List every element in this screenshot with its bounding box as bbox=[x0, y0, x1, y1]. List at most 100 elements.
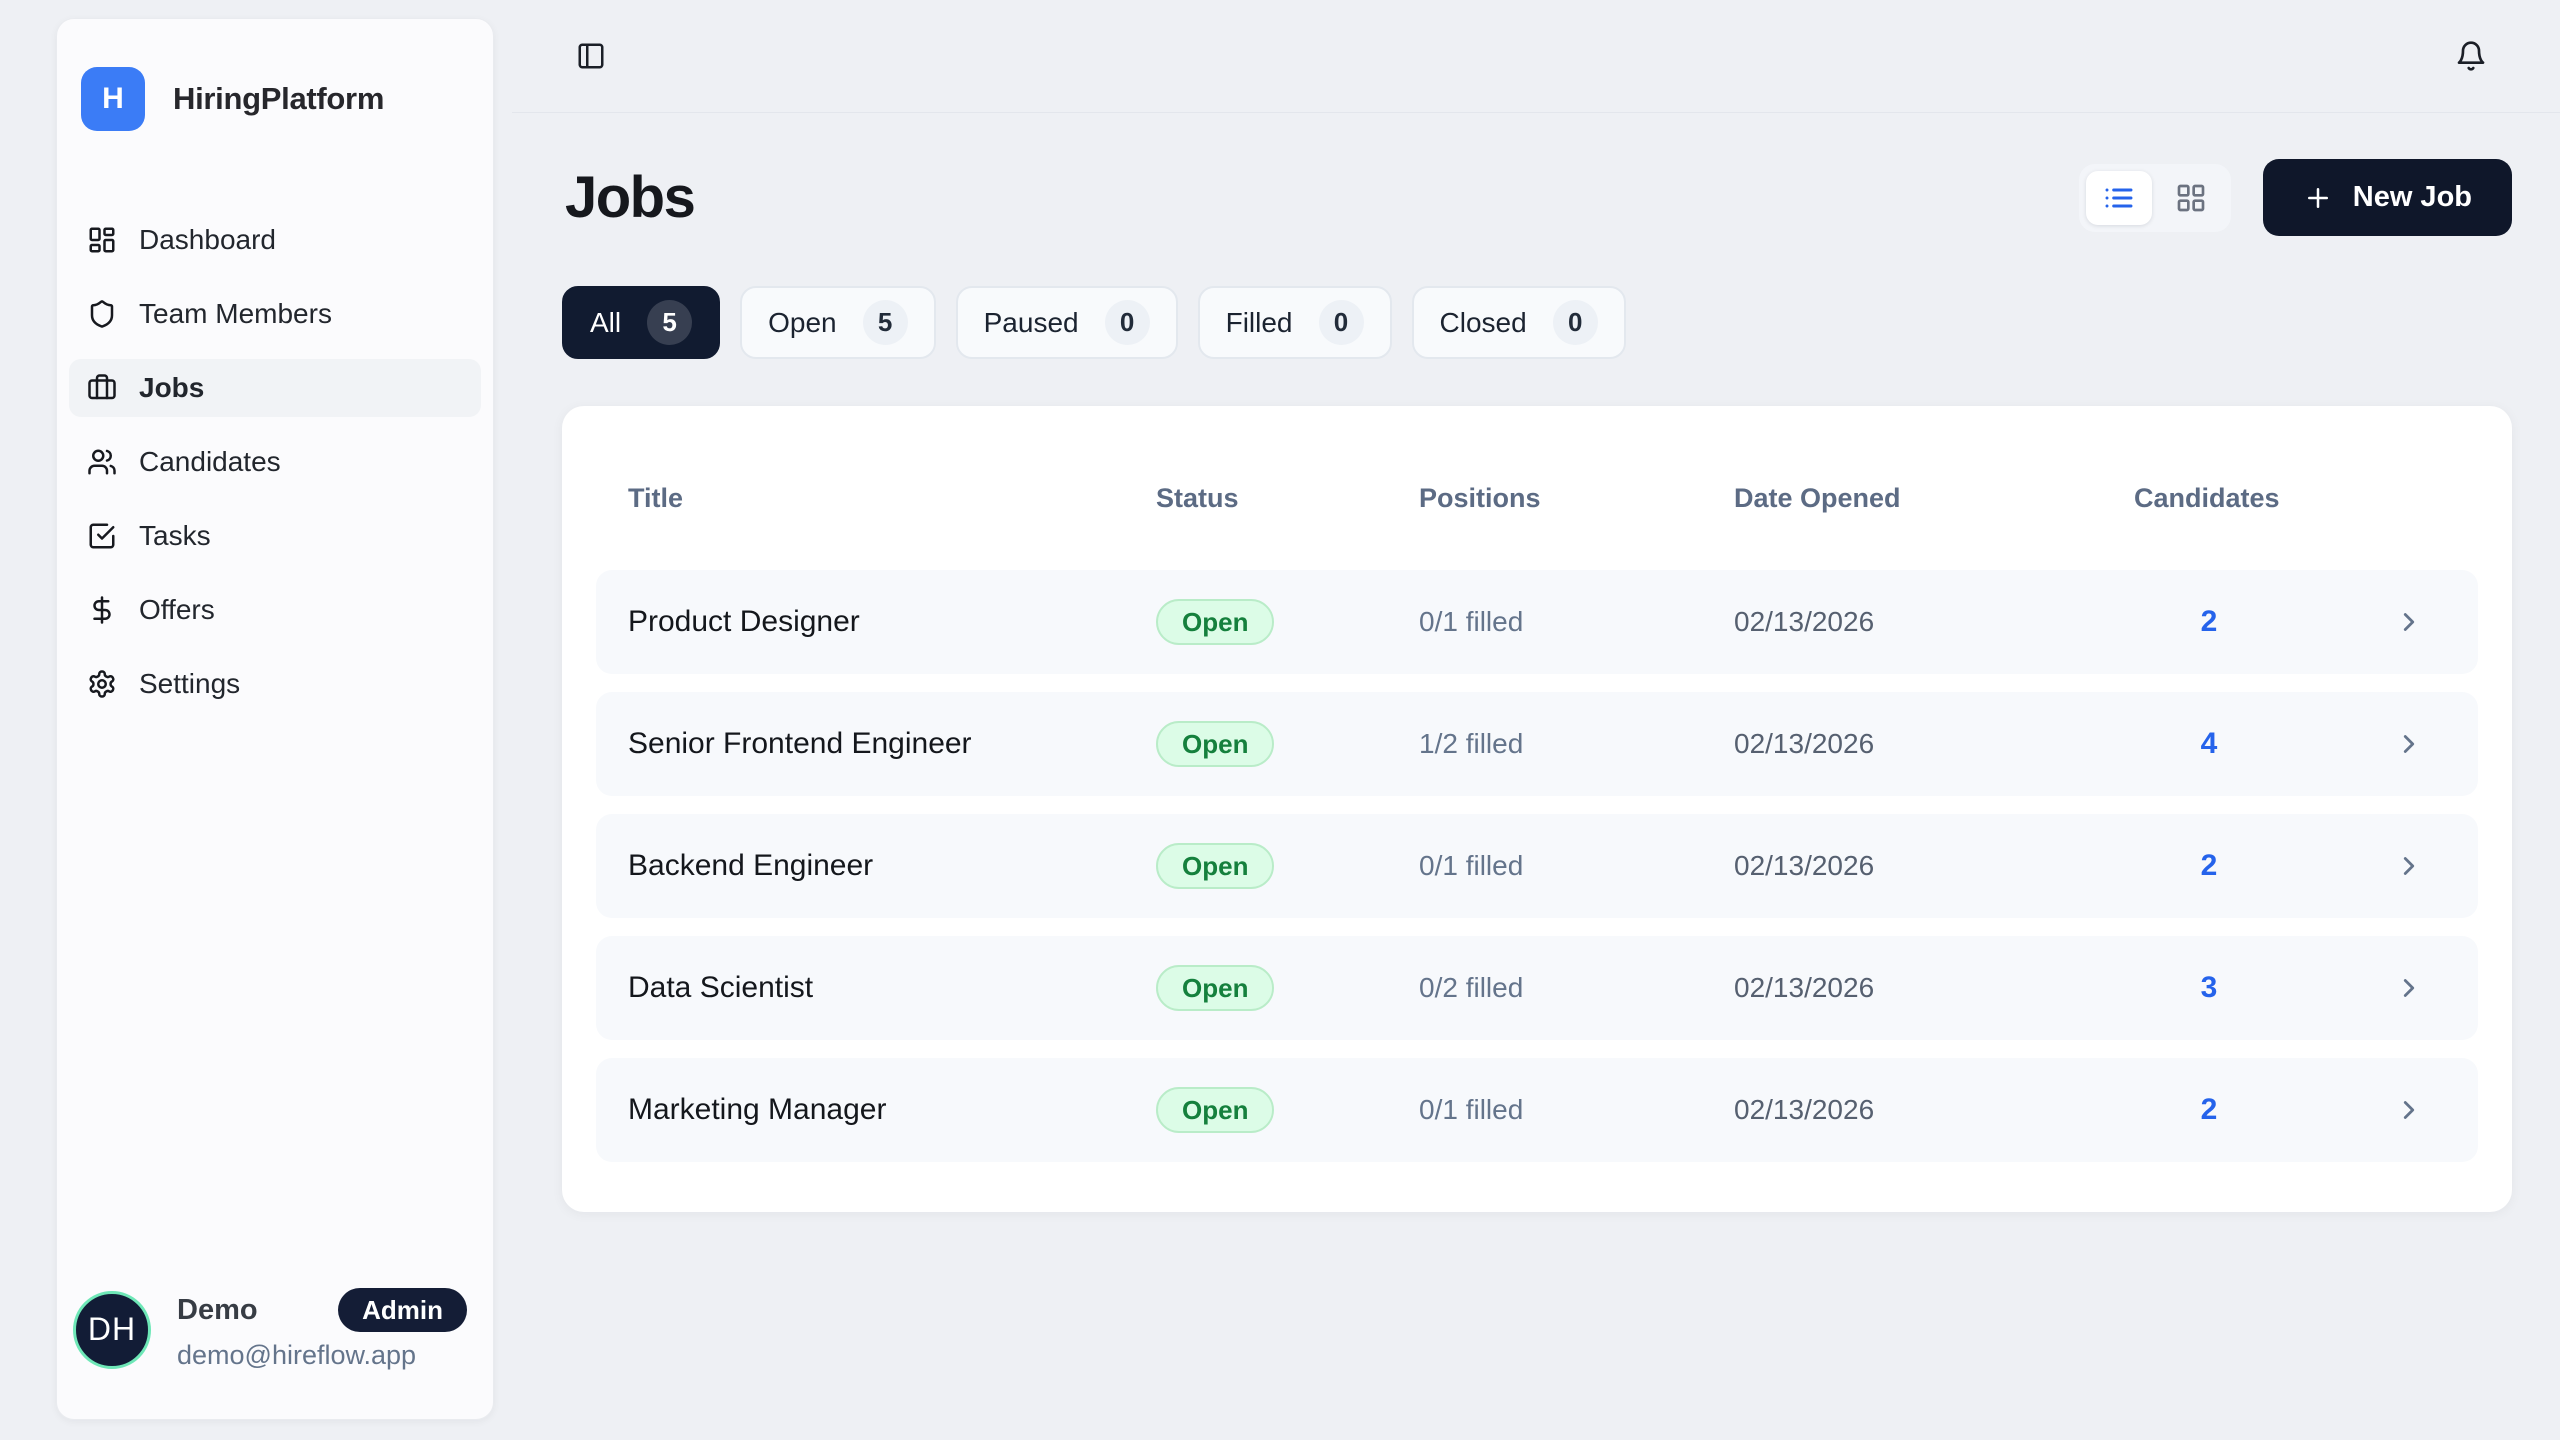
sidebar-item-label: Offers bbox=[139, 594, 215, 625]
brand-name: HiringPlatform bbox=[173, 81, 385, 116]
job-candidates-cell: 4 bbox=[2134, 727, 2394, 761]
filter-tab[interactable]: Filled 0 bbox=[1197, 286, 1392, 359]
job-status-cell: Open bbox=[1156, 1087, 1419, 1133]
status-badge: Open bbox=[1156, 599, 1275, 645]
plus-icon bbox=[2303, 183, 2333, 213]
page-header: Jobs bbox=[562, 159, 2512, 236]
job-row[interactable]: Data Scientist Open 0/2 filled 02/13/202… bbox=[596, 936, 2478, 1040]
job-row[interactable]: Senior Frontend Engineer Open 1/2 filled… bbox=[596, 692, 2478, 796]
sidebar-toggle-button[interactable] bbox=[576, 41, 606, 71]
job-date-opened: 02/13/2026 bbox=[1734, 972, 1875, 1003]
job-date-opened: 02/13/2026 bbox=[1734, 850, 1875, 881]
chevron-right-icon[interactable] bbox=[2394, 607, 2424, 637]
filter-tab[interactable]: All 5 bbox=[562, 286, 721, 359]
job-status-cell: Open bbox=[1156, 843, 1419, 889]
sidebar-item-label: Jobs bbox=[139, 372, 205, 403]
filter-tab-label: Filled bbox=[1225, 306, 1293, 338]
column-header-date-opened: Date Opened bbox=[1734, 482, 1901, 513]
table-body: Product Designer Open 0/1 filled 02/13/2… bbox=[596, 570, 2478, 1162]
page-content: Jobs bbox=[512, 113, 2560, 1212]
sidebar-item-offers[interactable]: Offers bbox=[69, 581, 481, 639]
filter-tab-count: 0 bbox=[1552, 300, 1598, 345]
filter-tab-count: 0 bbox=[1318, 300, 1364, 345]
filter-tab[interactable]: Paused 0 bbox=[955, 286, 1178, 359]
job-date-opened: 02/13/2026 bbox=[1734, 728, 1875, 759]
sidebar-item-label: Team Members bbox=[139, 298, 332, 329]
candidates-count-link[interactable]: 4 bbox=[2200, 727, 2218, 760]
job-title: Data Scientist bbox=[628, 971, 814, 1004]
filter-tab-label: Paused bbox=[983, 306, 1079, 338]
new-job-button[interactable]: New Job bbox=[2262, 159, 2512, 236]
bell-icon bbox=[2455, 40, 2487, 72]
dashboard-icon bbox=[87, 225, 117, 255]
filter-tab-label: Closed bbox=[1439, 306, 1527, 338]
chevron-right-icon[interactable] bbox=[2394, 1095, 2424, 1125]
brand-logo-icon: H bbox=[81, 67, 145, 131]
brand: H HiringPlatform bbox=[81, 67, 481, 131]
filter-tab-count: 5 bbox=[862, 300, 908, 345]
job-row-open-cell bbox=[2394, 851, 2494, 881]
job-title: Marketing Manager bbox=[628, 1093, 887, 1126]
sidebar-item-settings[interactable]: Settings bbox=[69, 655, 481, 713]
sidebar-item-label: Dashboard bbox=[139, 224, 276, 255]
sidebar-item-jobs[interactable]: Jobs bbox=[69, 359, 481, 417]
sidebar-item-tasks[interactable]: Tasks bbox=[69, 507, 481, 565]
user-card[interactable]: DH Demo Admin demo@hireflow.app bbox=[69, 1288, 481, 1379]
chevron-right-icon[interactable] bbox=[2394, 973, 2424, 1003]
role-badge: Admin bbox=[338, 1288, 467, 1332]
job-row[interactable]: Marketing Manager Open 0/1 filled 02/13/… bbox=[596, 1058, 2478, 1162]
panel-left-icon bbox=[576, 41, 606, 71]
filter-tab-count: 0 bbox=[1104, 300, 1150, 345]
user-email: demo@hireflow.app bbox=[177, 1340, 417, 1370]
candidates-count-link[interactable]: 2 bbox=[2200, 1093, 2218, 1126]
candidates-count-link[interactable]: 2 bbox=[2200, 605, 2218, 638]
candidates-count-link[interactable]: 2 bbox=[2200, 849, 2218, 882]
view-toggle bbox=[2078, 163, 2231, 232]
status-badge: Open bbox=[1156, 721, 1275, 767]
page-title: Jobs bbox=[565, 165, 696, 230]
shield-icon bbox=[87, 299, 117, 329]
job-row-open-cell bbox=[2394, 1095, 2494, 1125]
job-status-cell: Open bbox=[1156, 965, 1419, 1011]
status-badge: Open bbox=[1156, 965, 1275, 1011]
job-title: Backend Engineer bbox=[628, 849, 874, 882]
new-job-label: New Job bbox=[2352, 181, 2472, 213]
job-title: Product Designer bbox=[628, 605, 860, 638]
status-badge: Open bbox=[1156, 1087, 1275, 1133]
job-positions: 0/1 filled bbox=[1419, 850, 1524, 881]
job-status-cell: Open bbox=[1156, 721, 1419, 767]
column-header-status: Status bbox=[1156, 482, 1239, 513]
sidebar-item-label: Tasks bbox=[139, 520, 211, 551]
filter-tab-label: Open bbox=[768, 306, 837, 338]
filter-tab[interactable]: Closed 0 bbox=[1411, 286, 1626, 359]
job-row[interactable]: Product Designer Open 0/1 filled 02/13/2… bbox=[596, 570, 2478, 674]
candidates-count-link[interactable]: 3 bbox=[2200, 971, 2218, 1004]
header-actions: New Job bbox=[2078, 159, 2512, 236]
job-candidates-cell: 2 bbox=[2134, 849, 2394, 883]
chevron-right-icon[interactable] bbox=[2394, 851, 2424, 881]
sidebar-item-label: Candidates bbox=[139, 446, 281, 477]
sidebar-nav: Dashboard Team Members Jobs Candidates T… bbox=[69, 211, 481, 729]
column-header-candidates: Candidates bbox=[2134, 482, 2280, 513]
column-header-title: Title bbox=[628, 482, 684, 513]
job-row-open-cell bbox=[2394, 607, 2494, 637]
job-status-cell: Open bbox=[1156, 599, 1419, 645]
sidebar-item-label: Settings bbox=[139, 668, 241, 699]
job-candidates-cell: 2 bbox=[2134, 1093, 2394, 1127]
job-row[interactable]: Backend Engineer Open 0/1 filled 02/13/2… bbox=[596, 814, 2478, 918]
job-row-open-cell bbox=[2394, 729, 2494, 759]
brand-logo-letter: H bbox=[102, 82, 124, 115]
sidebar-item-candidates[interactable]: Candidates bbox=[69, 433, 481, 491]
grid-view-button[interactable] bbox=[2158, 171, 2224, 225]
notifications-button[interactable] bbox=[2455, 40, 2487, 72]
job-title: Senior Frontend Engineer bbox=[628, 727, 972, 760]
list-view-button[interactable] bbox=[2085, 170, 2152, 225]
dollar-icon bbox=[87, 595, 117, 625]
sidebar-item-team-members[interactable]: Team Members bbox=[69, 285, 481, 343]
chevron-right-icon[interactable] bbox=[2394, 729, 2424, 759]
topbar bbox=[512, 0, 2560, 113]
avatar-initials: DH bbox=[87, 1311, 137, 1347]
filter-tab[interactable]: Open 5 bbox=[740, 286, 936, 359]
grid-icon bbox=[2175, 182, 2207, 214]
sidebar-item-dashboard[interactable]: Dashboard bbox=[69, 211, 481, 269]
